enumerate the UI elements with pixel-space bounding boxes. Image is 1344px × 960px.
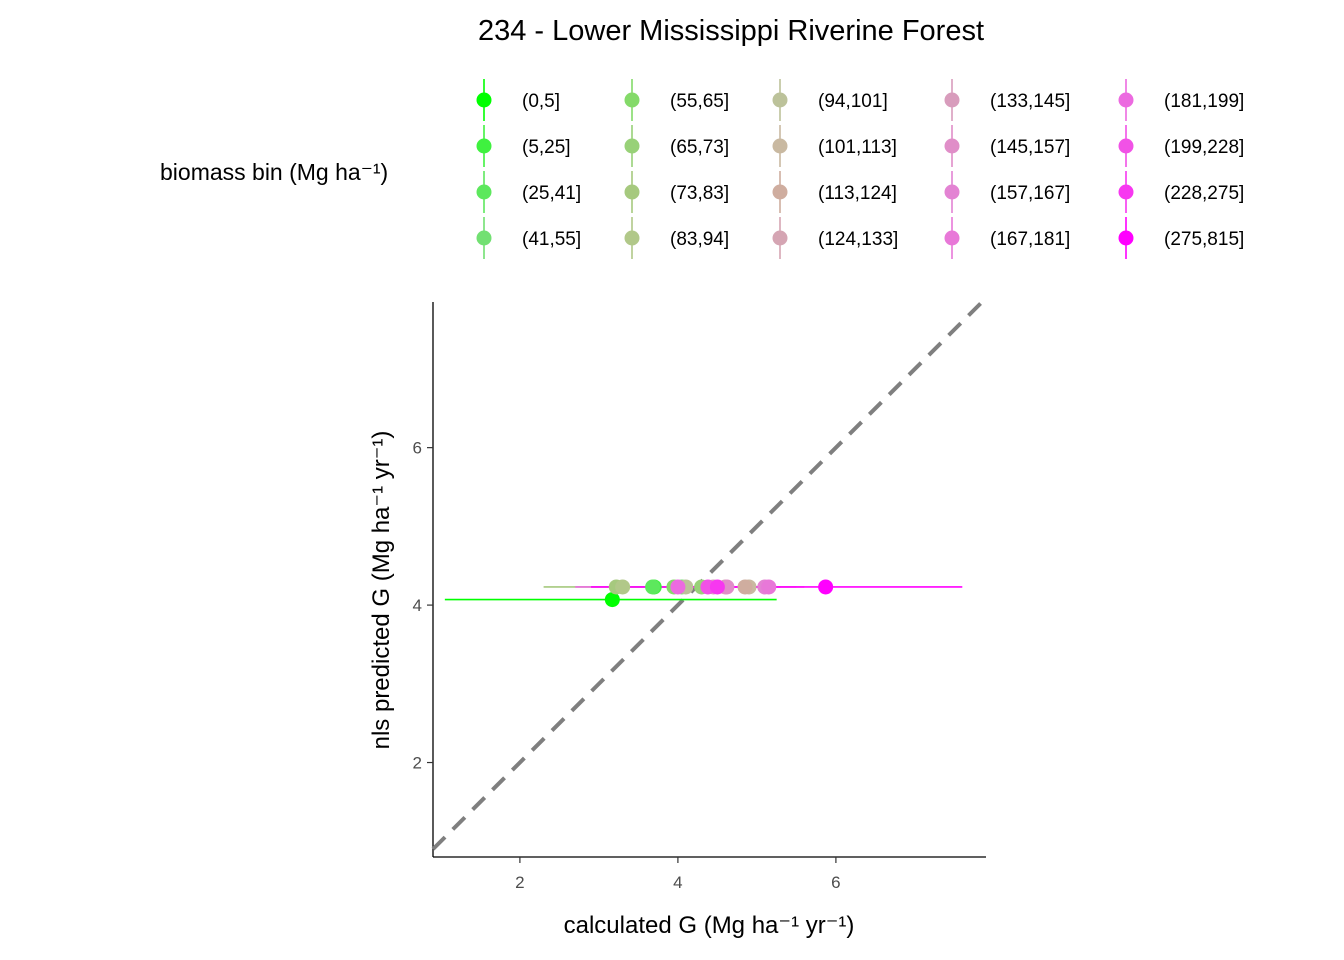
legend-label: (167,181]: [990, 229, 1070, 250]
chart-title: 234 - Lower Mississippi Riverine Forest: [478, 15, 984, 47]
legend-key-point: [772, 138, 788, 154]
legend-key-point: [476, 92, 492, 108]
legend-title: biomass bin (Mg ha⁻¹): [160, 159, 388, 185]
legend-key-point: [1118, 92, 1134, 108]
legend-label: (5,25]: [522, 137, 571, 158]
legend-key-point: [1118, 184, 1134, 200]
x-tick-label: 2: [515, 873, 524, 892]
legend-key-point: [624, 138, 640, 154]
data-point: [670, 579, 686, 595]
legend-label: (113,124]: [818, 183, 897, 204]
data-point: [818, 579, 834, 595]
legend-label: (145,157]: [990, 137, 1070, 158]
legend-label: (124,133]: [818, 229, 898, 250]
legend-label: (228,275]: [1164, 183, 1244, 204]
legend-label: (199,228]: [1164, 137, 1244, 158]
legend-key-point: [944, 184, 960, 200]
legend-label: (0,5]: [522, 91, 560, 112]
x-tick-label: 6: [831, 873, 840, 892]
legend-label: (133,145]: [990, 91, 1070, 112]
y-axis-title: nls predicted G (Mg ha⁻¹ yr⁻¹): [368, 431, 395, 750]
legend-key-point: [1118, 230, 1134, 246]
legend-key-point: [772, 230, 788, 246]
legend-key-point: [624, 230, 640, 246]
legend-key-point: [476, 184, 492, 200]
x-axis-title: calculated G (Mg ha⁻¹ yr⁻¹): [564, 912, 855, 939]
legend-key-point: [476, 138, 492, 154]
legend-label: (181,199]: [1164, 91, 1244, 112]
x-tick-label: 4: [673, 873, 682, 892]
legend-label: (55,65]: [670, 91, 729, 112]
plot-area: 2 4 6 2 4 6: [413, 300, 986, 892]
legend: (0,5] (5,25] (25,41] (41,55] (55,65] (65,73] (…: [476, 79, 1244, 259]
legend-label: (41,55]: [522, 229, 581, 250]
data-point: [604, 592, 620, 608]
legend-key-point: [944, 230, 960, 246]
reference-line: [431, 300, 984, 851]
legend-label: (25,41]: [522, 183, 581, 204]
legend-label: (83,94]: [670, 229, 729, 250]
y-tick-label: 6: [413, 439, 422, 458]
data-point: [709, 579, 725, 595]
legend-key-point: [624, 184, 640, 200]
data-point: [737, 579, 753, 595]
legend-key-point: [624, 92, 640, 108]
legend-key-point: [944, 92, 960, 108]
data-point: [761, 579, 777, 595]
data-point: [615, 579, 631, 595]
legend-label: (101,113]: [818, 137, 897, 158]
legend-label: (275,815]: [1164, 229, 1244, 250]
legend-key-point: [476, 230, 492, 246]
legend-label: (157,167]: [990, 183, 1070, 204]
legend-key-point: [1118, 138, 1134, 154]
legend-label: (73,83]: [670, 183, 729, 204]
legend-key-point: [772, 184, 788, 200]
legend-label: (94,101]: [818, 91, 888, 112]
y-tick-label: 2: [413, 754, 422, 773]
legend-key-point: [772, 92, 788, 108]
data-point: [645, 579, 661, 595]
legend-key-point: [944, 138, 960, 154]
y-tick-label: 4: [413, 596, 422, 615]
legend-label: (65,73]: [670, 137, 729, 158]
